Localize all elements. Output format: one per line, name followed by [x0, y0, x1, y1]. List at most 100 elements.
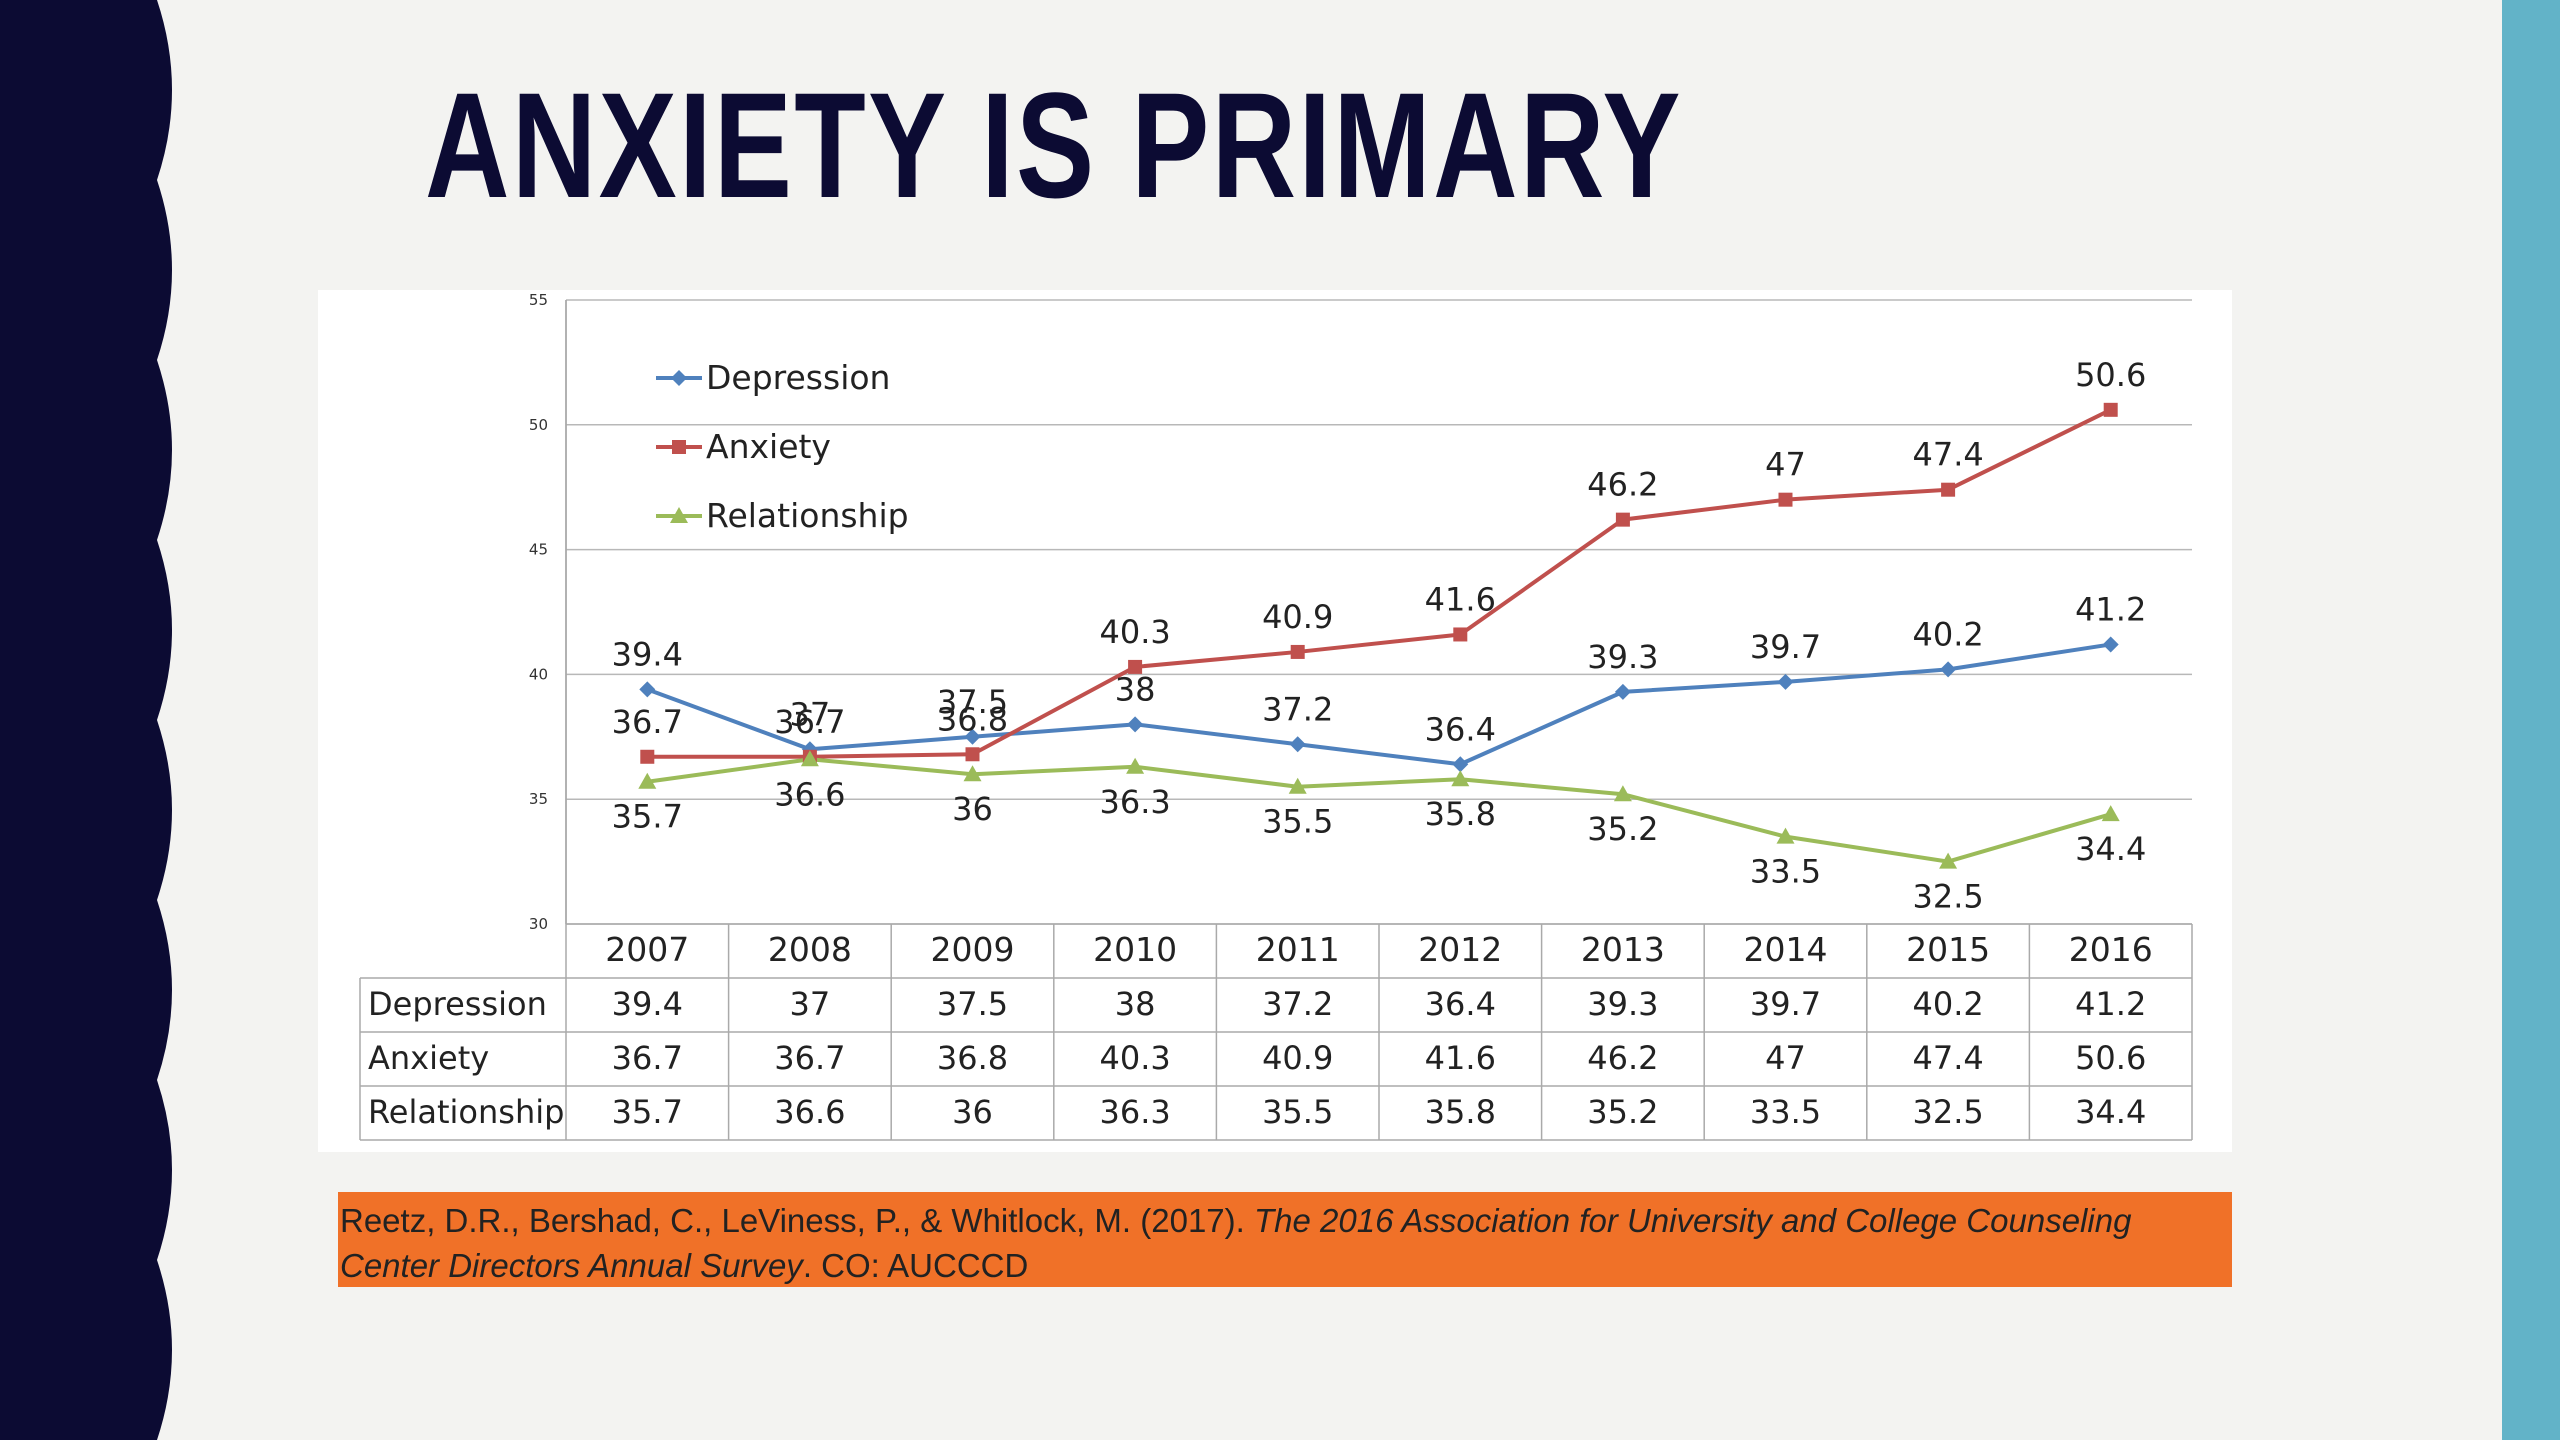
data-label-anxiety: 47 — [1765, 446, 1806, 484]
data-point-relationship — [1613, 785, 1632, 802]
table-cell: 40.9 — [1262, 1039, 1333, 1077]
data-point-anxiety — [1778, 492, 1793, 507]
data-label-relationship: 32.5 — [1912, 878, 1983, 916]
data-label-relationship: 35.5 — [1262, 803, 1333, 841]
data-label-anxiety: 36.8 — [937, 700, 1008, 738]
data-label-depression: 40.2 — [1912, 615, 1983, 653]
table-cell: 47.4 — [1912, 1039, 1983, 1077]
table-cell: 33.5 — [1750, 1093, 1821, 1131]
data-label-depression: 39.4 — [612, 635, 683, 673]
data-label-depression: 39.3 — [1587, 638, 1658, 676]
table-cell: 36.4 — [1425, 985, 1496, 1023]
table-cell: 41.2 — [2075, 985, 2146, 1023]
legend-label: Anxiety — [706, 427, 831, 466]
data-point-relationship — [1288, 777, 1307, 794]
series-line-depression — [646, 642, 2112, 767]
table-cell: 39.4 — [612, 985, 683, 1023]
data-point-anxiety — [1290, 644, 1305, 659]
x-category-label: 2007 — [605, 930, 689, 969]
right-accent-band — [2502, 0, 2560, 1440]
data-point-depression — [1127, 716, 1144, 733]
data-point-anxiety — [1941, 482, 1956, 497]
data-label-anxiety: 40.3 — [1099, 613, 1170, 651]
x-category-label: 2011 — [1256, 930, 1340, 969]
data-point-depression — [1289, 736, 1306, 753]
x-category-label: 2010 — [1093, 930, 1177, 969]
table-cell: 46.2 — [1587, 1039, 1658, 1077]
data-label-depression: 37.2 — [1262, 690, 1333, 728]
table-cell: 40.2 — [1912, 985, 1983, 1023]
table-cell: 36.3 — [1099, 1093, 1170, 1131]
data-label-anxiety: 36.7 — [612, 703, 683, 741]
table-cell: 35.8 — [1425, 1093, 1496, 1131]
data-point-relationship — [1451, 770, 1470, 787]
data-label-anxiety: 40.9 — [1262, 598, 1333, 636]
data-label-depression: 38 — [1115, 670, 1156, 708]
table-cell: 39.3 — [1587, 985, 1658, 1023]
data-point-anxiety — [965, 747, 980, 762]
data-label-depression: 39.7 — [1750, 628, 1821, 666]
y-tick-label: 45 — [529, 541, 548, 559]
series-line-relationship — [647, 757, 2112, 864]
table-cell: 37 — [790, 985, 831, 1023]
table-cell: 41.6 — [1425, 1039, 1496, 1077]
data-label-relationship: 33.5 — [1750, 853, 1821, 891]
data-label-relationship: 35.8 — [1425, 795, 1496, 833]
data-point-relationship — [1126, 757, 1145, 774]
citation-authors: Reetz, D.R., Bershad, C., LeViness, P., … — [340, 1202, 1254, 1239]
data-label-relationship: 35.2 — [1587, 810, 1658, 848]
x-category-label: 2009 — [931, 930, 1015, 969]
table-cell: 36.6 — [774, 1093, 845, 1131]
table-row-label: Anxiety — [368, 1039, 489, 1077]
data-point-anxiety — [1453, 627, 1468, 642]
y-tick-label: 40 — [529, 665, 548, 683]
data-label-anxiety: 36.7 — [774, 703, 845, 741]
chart-panel: 30 35 40 45 50 55 2007 2008 2009 2010 2011 2012 2013… — [318, 290, 2232, 1152]
x-category-label: 2016 — [2069, 930, 2153, 969]
table-cell: 32.5 — [1912, 1093, 1983, 1131]
data-point-depression — [1452, 756, 1469, 773]
y-tick-label: 35 — [529, 790, 548, 808]
citation-box: Reetz, D.R., Bershad, C., LeViness, P., … — [338, 1192, 2232, 1287]
y-tick-label: 50 — [529, 416, 548, 434]
data-point-anxiety — [1128, 659, 1143, 674]
table-cell: 34.4 — [2075, 1093, 2146, 1131]
data-point-relationship — [800, 750, 819, 767]
table-cell: 36.8 — [937, 1039, 1008, 1077]
data-point-depression — [1777, 673, 1794, 690]
data-label-anxiety: 46.2 — [1587, 466, 1658, 504]
data-point-relationship — [1939, 852, 1958, 869]
table-cell: 39.7 — [1750, 985, 1821, 1023]
data-point-relationship — [963, 765, 982, 782]
data-label-relationship: 34.4 — [2075, 830, 2146, 868]
data-label-relationship: 36.6 — [774, 775, 845, 813]
x-category-label: 2012 — [1418, 930, 1502, 969]
line-chart: 30 35 40 45 50 55 2007 2008 2009 2010 2011 2012 2013… — [359, 291, 2193, 1141]
data-label-anxiety: 41.6 — [1425, 580, 1496, 618]
data-label-anxiety: 50.6 — [2075, 356, 2146, 394]
data-point-depression — [964, 728, 981, 745]
data-point-anxiety — [2103, 402, 2118, 417]
legend-marker — [672, 440, 686, 454]
x-category-label: 2014 — [1744, 930, 1828, 969]
data-point-anxiety — [640, 749, 655, 764]
table-cell: 37.2 — [1262, 985, 1333, 1023]
table-cell: 36.7 — [774, 1039, 845, 1077]
data-label-relationship: 36 — [952, 790, 993, 828]
data-point-depression — [1614, 683, 1631, 700]
data-label-relationship: 35.7 — [612, 798, 683, 836]
data-label-depression: 41.2 — [2075, 590, 2146, 628]
y-tick-label: 30 — [529, 915, 548, 933]
table-cell: 40.3 — [1099, 1039, 1170, 1077]
data-label-depression: 37.5 — [937, 683, 1008, 721]
table-cell: 35.7 — [612, 1093, 683, 1131]
table-cell: 50.6 — [2075, 1039, 2146, 1077]
data-point-relationship — [2101, 805, 2120, 822]
table-cell: 38 — [1115, 985, 1156, 1023]
data-label-anxiety: 47.4 — [1912, 436, 1983, 474]
data-point-anxiety — [1615, 512, 1630, 527]
slide-title: ANXIETY IS PRIMARY — [425, 61, 1683, 229]
data-point-relationship — [638, 772, 657, 789]
table-row-label: Depression — [368, 985, 547, 1023]
data-point-depression — [2102, 636, 2119, 653]
